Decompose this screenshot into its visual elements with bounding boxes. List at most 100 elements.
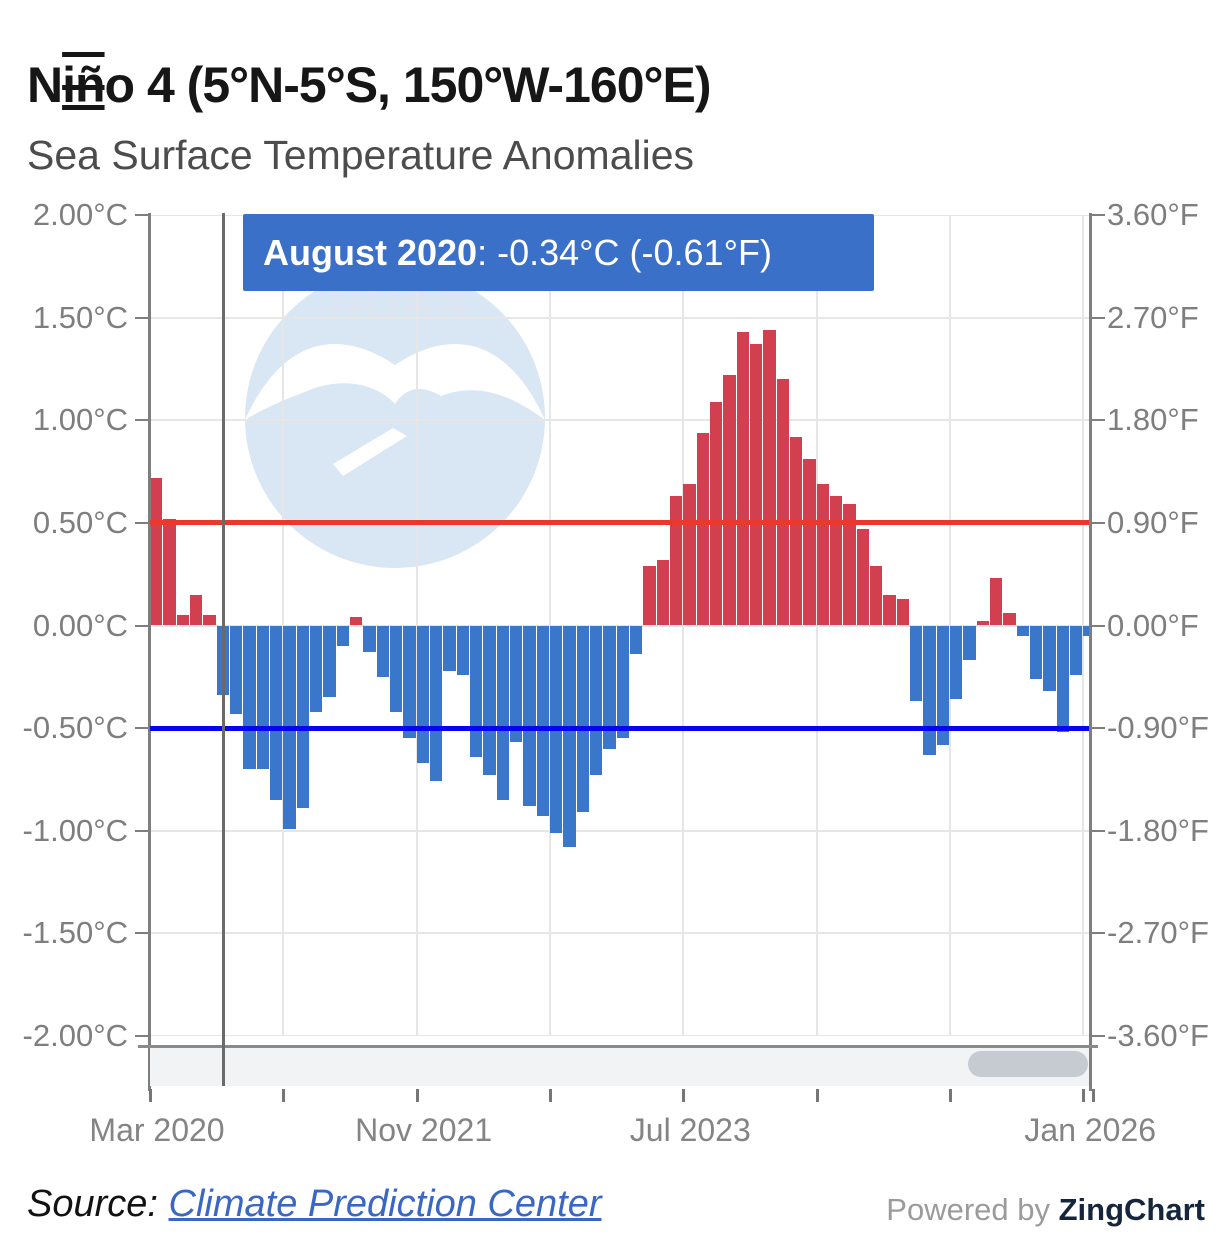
bar[interactable] [1056,625,1069,733]
y2-axis-label: 1.80°F [1107,402,1199,438]
scrollbar-thumb[interactable] [968,1051,1088,1077]
bar[interactable] [1016,625,1029,636]
bar[interactable] [589,625,603,776]
bar[interactable] [789,436,803,626]
bar[interactable] [1069,625,1083,675]
bar[interactable] [150,477,163,626]
bar[interactable] [523,625,536,807]
bar[interactable] [363,625,376,653]
bar[interactable] [189,594,203,626]
gridline-vertical [815,215,818,1036]
bar[interactable] [776,379,789,626]
bar[interactable] [456,625,469,675]
bar[interactable] [669,496,683,626]
bar[interactable] [203,615,216,626]
bar[interactable] [429,625,443,782]
bar[interactable] [936,625,949,745]
bar[interactable] [229,625,243,714]
bar[interactable] [989,578,1003,626]
y2-axis-tick [1092,624,1105,627]
bar[interactable] [296,625,309,809]
bar[interactable] [483,625,496,776]
y-axis-label: 2.00°C [32,197,128,232]
bar[interactable] [1003,613,1016,626]
source-link[interactable]: Climate Prediction Center [168,1183,602,1225]
bar[interactable] [163,518,176,626]
bar[interactable] [563,625,576,848]
bar[interactable] [576,625,589,813]
bar[interactable] [683,483,696,626]
source-line: Source: Climate Prediction Center [27,1183,602,1226]
bar[interactable] [416,625,429,764]
bar[interactable] [803,459,816,626]
gridline-horizontal [150,316,1089,319]
bar[interactable] [629,625,643,655]
x-axis-tick [948,1089,952,1102]
bar[interactable] [869,565,883,626]
y2-axis-label: 2.70°F [1107,299,1199,335]
plot-area: NOAA [150,215,1089,1036]
bar[interactable] [923,625,936,755]
bar[interactable] [723,375,736,626]
bar[interactable] [1083,625,1089,636]
bar[interactable] [616,625,629,739]
y-axis-tick [135,316,148,319]
bar[interactable] [976,621,989,626]
bar[interactable] [349,617,363,626]
bar[interactable] [336,625,349,647]
bar[interactable] [376,625,389,677]
bar[interactable] [243,625,256,770]
bar[interactable] [843,504,856,626]
crosshair-line [221,213,225,1086]
source-label: Source: [27,1183,169,1225]
bar[interactable] [309,625,323,712]
chart-title: Niño 4 (5°N-5°S, 150°W-160°E) [27,56,712,114]
bar[interactable] [256,625,269,770]
bar[interactable] [656,559,669,626]
bar[interactable] [643,565,656,626]
y2-axis-tick [1092,316,1105,319]
y2-axis-tick [1092,1035,1105,1037]
bar[interactable] [856,529,869,626]
x-axis-label: Jul 2023 [629,1112,751,1148]
bar[interactable] [443,625,456,671]
bar[interactable] [909,625,923,702]
y-axis-tick [135,932,148,935]
bar[interactable] [1029,625,1043,679]
y-axis-tick [135,521,148,524]
x-axis-label: Nov 2021 [355,1112,493,1148]
bar[interactable] [896,598,909,626]
upper-threshold-line [150,520,1089,526]
y2-axis-tick [1092,419,1105,422]
bar[interactable] [763,329,776,626]
bar[interactable] [496,625,509,800]
bar[interactable] [949,625,963,700]
bar[interactable] [883,594,896,626]
bar[interactable] [816,483,829,626]
y-axis-label: -1.50°C [22,915,128,951]
bar[interactable] [389,625,403,712]
bar[interactable] [696,432,709,626]
bar[interactable] [1043,625,1056,692]
tooltip-month: August 2020 [263,232,478,273]
bar[interactable] [963,625,976,661]
bar[interactable] [269,625,283,800]
scrollbar-border [138,1045,1098,1048]
bar[interactable] [323,625,336,698]
bar[interactable] [403,625,416,739]
bar[interactable] [536,625,549,817]
bar[interactable] [469,625,483,757]
y-axis-tick [135,1035,148,1037]
y2-axis-tick [1092,521,1105,524]
bar[interactable] [176,615,189,626]
bar[interactable] [603,625,616,749]
chart-title-glitched-part: iñ [62,57,105,113]
bar[interactable] [749,344,763,626]
bar[interactable] [709,401,723,626]
y-axis-tick [135,727,148,730]
y2-axis-label: 0.00°F [1107,607,1199,643]
bar[interactable] [829,496,843,626]
bar[interactable] [509,625,523,743]
bar[interactable] [736,331,749,626]
y2-axis-line [1089,213,1092,1091]
